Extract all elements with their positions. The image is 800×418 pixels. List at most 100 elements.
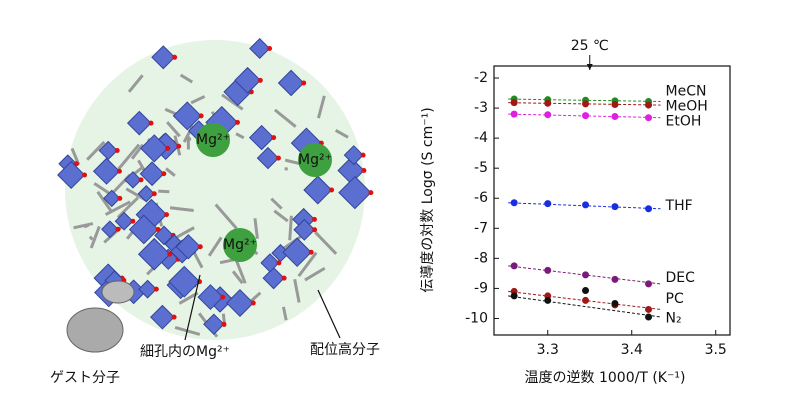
oxygen (171, 314, 177, 320)
polyhedron (128, 214, 159, 245)
fit-line (508, 295, 661, 318)
polyhedron (114, 211, 134, 231)
pointer (184, 274, 201, 341)
oxygen (308, 249, 314, 255)
bond (270, 197, 283, 210)
bond (304, 266, 326, 282)
y-tick-label: -5 (474, 160, 488, 176)
polyhedron (262, 266, 285, 290)
bond (214, 203, 238, 230)
polyhedron (103, 189, 121, 208)
point (645, 313, 653, 321)
point (510, 262, 518, 270)
polyhedron (168, 265, 201, 298)
y-axis-label: 伝導度の対数 Logσ (S cm⁻¹) (420, 107, 436, 292)
oxygen (301, 80, 307, 86)
oxygen (250, 300, 256, 306)
plot-frame (493, 65, 731, 336)
bond (190, 95, 206, 105)
y-tick-label: -9 (474, 280, 488, 296)
point (510, 292, 518, 300)
polyhedron (282, 237, 312, 268)
oxygen (130, 218, 136, 224)
y-tick-label: -4 (474, 130, 488, 146)
ion-label: Mg²⁺ (298, 152, 332, 168)
oxygen (114, 147, 120, 153)
polyhedron (151, 45, 176, 70)
x-tick-label: 3.4 (621, 342, 643, 358)
bond (334, 128, 349, 139)
polyhedron (57, 160, 86, 190)
oxygen (164, 212, 170, 218)
bond (187, 137, 192, 141)
oxygen (153, 286, 159, 292)
guest-molecule (66, 307, 124, 353)
polyhedron (197, 284, 224, 311)
point (582, 100, 590, 108)
oxygen (138, 177, 144, 183)
x-tick-label: 3.5 (705, 342, 727, 358)
oxygen (368, 190, 374, 196)
y-tick-label: -2 (474, 70, 488, 86)
oxygen (234, 119, 240, 125)
y-tick-label: -3 (474, 100, 488, 116)
oxygen (176, 143, 182, 149)
bond (96, 190, 114, 214)
polyhedron (150, 304, 175, 330)
polyhedron (124, 171, 142, 189)
point (645, 114, 653, 122)
point (582, 201, 590, 209)
oxygen (161, 171, 167, 177)
oxygen (165, 145, 171, 151)
bond (89, 225, 101, 249)
oxygen (257, 77, 263, 83)
oxygen (116, 168, 122, 174)
x-axis-label: 温度の逆数 1000/T (K⁻¹) (525, 370, 686, 386)
bond (234, 258, 247, 284)
bond (297, 251, 318, 278)
oxygen (220, 294, 226, 300)
bond (88, 235, 94, 241)
polyhedron (248, 124, 275, 151)
guest-label: ゲスト分子 (50, 370, 120, 386)
polyhedron (138, 279, 158, 299)
bond (127, 74, 144, 93)
mg-ion (298, 143, 332, 177)
bond (281, 306, 288, 321)
guest-molecule (101, 280, 135, 304)
oxygen (329, 187, 335, 193)
point (544, 296, 552, 304)
bond (116, 196, 139, 219)
point (611, 275, 619, 283)
oxygen (198, 113, 204, 119)
point (510, 110, 518, 118)
bond (273, 108, 297, 128)
oxygen (172, 54, 178, 60)
ion-label: Mg²⁺ (223, 237, 257, 253)
point (544, 99, 552, 107)
polyhedron (293, 218, 316, 241)
series-label: DEC (666, 270, 696, 286)
oxygen (117, 195, 123, 201)
polyhedron (303, 175, 333, 205)
bond (314, 231, 338, 255)
point (645, 101, 653, 109)
oxygen (167, 251, 173, 257)
point (611, 112, 619, 120)
y-tick-label: -6 (474, 190, 488, 206)
oxygen (275, 155, 281, 161)
series-label: PC (666, 291, 684, 307)
bond (73, 222, 94, 230)
y-tick-label: -7 (474, 220, 488, 236)
y-tick-label: -8 (474, 250, 488, 266)
pore-ion-label: 細孔内のMg²⁺ (140, 344, 230, 360)
polyhedron (234, 66, 262, 94)
bond (221, 93, 244, 111)
annotation: 25 ℃ (571, 38, 609, 54)
polyhedron (175, 234, 201, 260)
bond (235, 132, 245, 140)
bond (104, 200, 131, 216)
bond (273, 209, 289, 223)
oxygen (197, 244, 203, 250)
oxygen (82, 172, 88, 178)
